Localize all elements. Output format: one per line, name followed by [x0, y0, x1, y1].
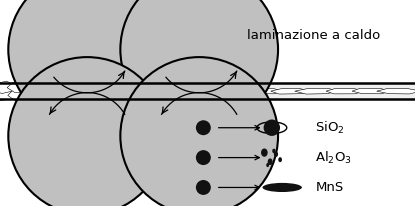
Polygon shape — [326, 89, 365, 94]
Ellipse shape — [196, 120, 211, 135]
Ellipse shape — [272, 149, 276, 153]
Ellipse shape — [263, 183, 302, 192]
Polygon shape — [175, 88, 234, 94]
Ellipse shape — [264, 119, 280, 136]
Polygon shape — [54, 82, 79, 92]
Ellipse shape — [261, 149, 268, 157]
Polygon shape — [55, 90, 79, 100]
Polygon shape — [295, 88, 338, 94]
Polygon shape — [242, 88, 283, 94]
Polygon shape — [137, 87, 188, 95]
Ellipse shape — [268, 158, 273, 165]
Ellipse shape — [8, 57, 166, 206]
Text: laminazione a caldo: laminazione a caldo — [247, 28, 380, 42]
Bar — [0, 83, 415, 99]
Ellipse shape — [196, 150, 211, 165]
Polygon shape — [85, 87, 116, 96]
Polygon shape — [24, 89, 47, 101]
Polygon shape — [103, 87, 138, 96]
Polygon shape — [8, 90, 32, 100]
Polygon shape — [188, 88, 261, 94]
Polygon shape — [271, 89, 311, 94]
Polygon shape — [39, 82, 65, 93]
Polygon shape — [352, 88, 390, 94]
Ellipse shape — [274, 152, 278, 157]
Ellipse shape — [8, 0, 166, 128]
Ellipse shape — [266, 163, 269, 167]
Polygon shape — [377, 88, 415, 94]
Ellipse shape — [196, 180, 211, 195]
Text: MnS: MnS — [315, 181, 344, 194]
Ellipse shape — [120, 0, 278, 128]
Polygon shape — [0, 89, 17, 100]
Polygon shape — [155, 88, 208, 95]
Ellipse shape — [278, 157, 282, 162]
Polygon shape — [119, 87, 164, 95]
Polygon shape — [7, 82, 32, 92]
Text: SiO$_2$: SiO$_2$ — [315, 120, 345, 136]
Polygon shape — [39, 90, 65, 100]
Polygon shape — [214, 88, 259, 94]
Polygon shape — [66, 86, 92, 97]
Text: Al$_2$O$_3$: Al$_2$O$_3$ — [315, 150, 352, 166]
Ellipse shape — [120, 57, 278, 206]
Polygon shape — [0, 81, 16, 94]
Polygon shape — [24, 82, 47, 93]
